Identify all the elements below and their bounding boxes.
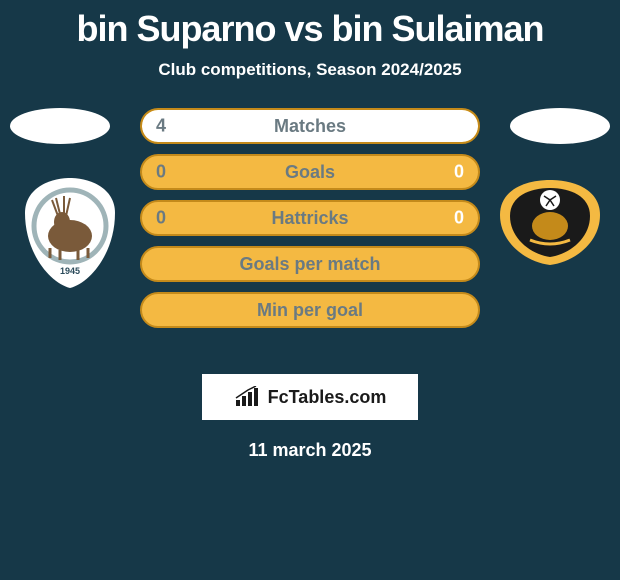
stat-label: Matches: [274, 116, 346, 137]
brand-box: FcTables.com: [202, 374, 418, 420]
stat-value-left: 0: [156, 208, 166, 229]
stat-label: Min per goal: [257, 300, 363, 321]
comparison-area: 1945 4 Matches 1 0 Goals 0: [0, 108, 620, 358]
player-left-ellipse: [10, 108, 110, 144]
badge-year: 1945: [60, 266, 80, 276]
stat-value-right: 0: [454, 162, 464, 183]
stat-bars: 4 Matches 1 0 Goals 0 0 Hattricks 0 Goal…: [140, 108, 480, 328]
brand-text: FcTables.com: [268, 387, 387, 408]
stat-label: Goals per match: [239, 254, 380, 275]
stat-row-goals: 0 Goals 0: [140, 154, 480, 190]
stat-row-matches: 4 Matches 1: [140, 108, 480, 144]
stat-label: Hattricks: [271, 208, 348, 229]
stat-row-hattricks: 0 Hattricks 0: [140, 200, 480, 236]
stat-row-min-per-goal: Min per goal: [140, 292, 480, 328]
stat-value-right: 1: [454, 116, 464, 137]
player-right-ellipse: [510, 108, 610, 144]
stat-value-right: 0: [454, 208, 464, 229]
club-badge-left: 1945: [20, 178, 120, 288]
stat-row-goals-per-match: Goals per match: [140, 246, 480, 282]
date-text: 11 march 2025: [0, 440, 620, 461]
stat-label: Goals: [285, 162, 335, 183]
club-badge-right: [500, 180, 600, 265]
page-title: bin Suparno vs bin Sulaiman: [0, 0, 620, 50]
subtitle: Club competitions, Season 2024/2025: [0, 60, 620, 80]
stat-fill-right: [411, 110, 478, 142]
stat-value-left: 0: [156, 162, 166, 183]
chart-icon: [234, 386, 262, 408]
stat-value-left: 4: [156, 116, 166, 137]
